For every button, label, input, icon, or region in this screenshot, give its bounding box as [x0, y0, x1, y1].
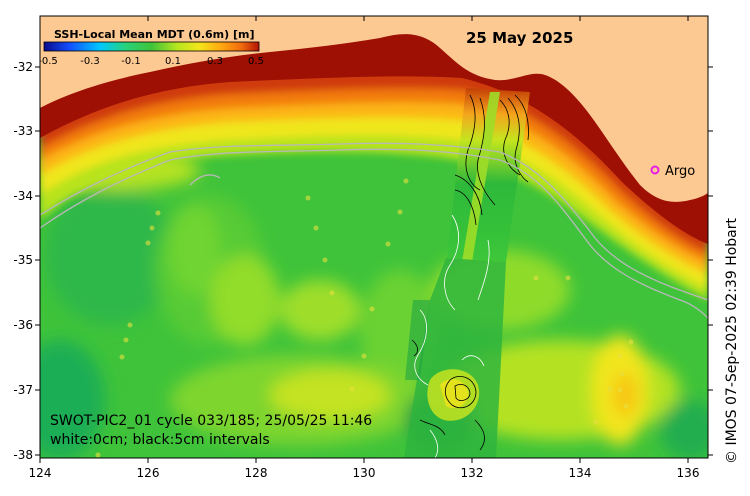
x-tick-label: 124	[29, 466, 52, 480]
colorbar-tick: -0.5	[38, 56, 58, 67]
y-tick-label: -38	[13, 448, 33, 462]
x-axis-labels: 124 126 128 130 132 134 136	[29, 466, 700, 480]
colorbar-tick: 0.3	[207, 56, 223, 67]
map-field: SSH-Local Mean MDT (0.6m) [m] -0.5 -0.3 …	[38, 16, 708, 458]
argo-float-marker	[650, 165, 660, 175]
y-tick-label: -34	[13, 189, 33, 203]
bathymetry-contours	[40, 142, 708, 319]
plot-frame	[39, 15, 709, 459]
colorbar-tick: 0.5	[248, 56, 264, 67]
colorbar-tick: -0.1	[121, 56, 141, 67]
x-axis-ticks	[39, 16, 689, 463]
x-tick-label: 134	[569, 466, 592, 480]
y-tick-label: -37	[13, 383, 33, 397]
x-tick-label: 128	[245, 466, 268, 480]
y-tick-label: -33	[13, 124, 33, 138]
colorbar-tick: -0.3	[80, 56, 100, 67]
x-tick-label: 126	[137, 466, 160, 480]
contour-interval-annotation: white:0cm; black:5cm intervals	[50, 432, 270, 448]
x-tick-label: 136	[677, 466, 700, 480]
date-label: 25 May 2025	[466, 29, 573, 47]
y-tick-label: -32	[13, 60, 33, 74]
y-tick-label: -35	[13, 253, 33, 267]
colorbar-bar	[43, 41, 260, 52]
track-dots	[95, 178, 634, 458]
imos-credit: © IMOS 07-Sep-2025 02:39 Hobart	[724, 218, 740, 464]
australia-land	[40, 16, 708, 202]
y-axis-ticks	[35, 66, 713, 456]
x-tick-label: 130	[353, 466, 376, 480]
y-tick-label: -36	[13, 318, 33, 332]
swot-swath	[404, 88, 530, 458]
colorbar-title: SSH-Local Mean MDT (0.6m) [m]	[54, 28, 254, 41]
contour-lines	[411, 94, 529, 451]
swot-pass-annotation: SWOT-PIC2_01 cycle 033/185; 25/05/25 11:…	[50, 413, 372, 429]
y-axis-labels: -32 -33 -34 -35 -36 -37 -38	[13, 60, 33, 462]
argo-legend: Argo	[650, 164, 695, 179]
colorbar-tick: 0.1	[165, 56, 181, 67]
colorbar: SSH-Local Mean MDT (0.6m) [m] -0.5 -0.3 …	[38, 28, 264, 67]
zero-contours	[414, 214, 490, 458]
argo-label: Argo	[665, 164, 695, 179]
x-tick-label: 132	[461, 466, 484, 480]
